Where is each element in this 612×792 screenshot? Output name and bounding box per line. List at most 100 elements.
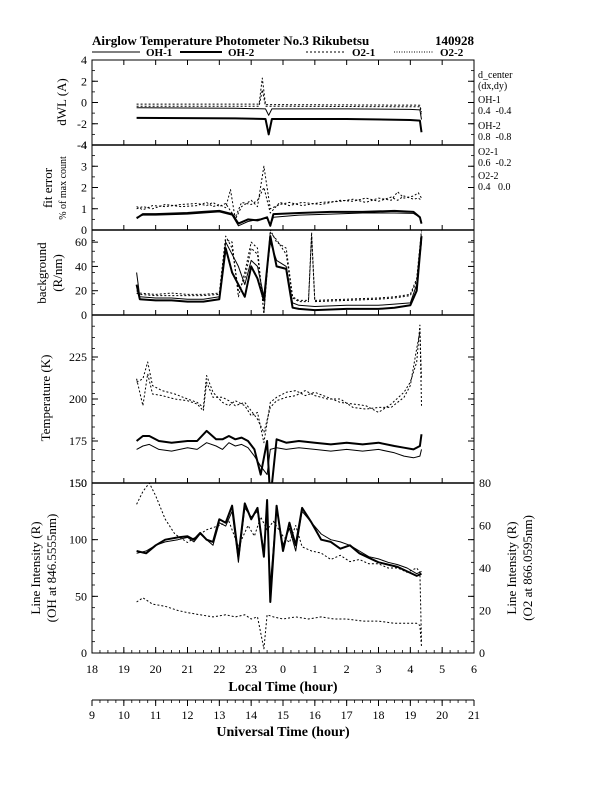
dcenter-value-o22: 0.4 0.0 (478, 182, 511, 193)
xtick-label-local: 6 (471, 662, 477, 676)
chart-date: 140928 (435, 33, 475, 48)
fit-series-o22 (136, 187, 422, 218)
intensity-ytick-label-right: 80 (479, 476, 491, 490)
xtick-label-ut: 16 (309, 708, 321, 722)
legend-label-o21: O2-1 (352, 47, 375, 59)
xtick-label-ut: 21 (468, 708, 480, 722)
dwl-ytick-label: -2 (77, 117, 87, 131)
xtick-label-ut: 18 (373, 708, 385, 722)
xtick-label-local: 1 (312, 662, 318, 676)
xtick-label-local: 23 (245, 662, 257, 676)
temp-ytick-label: 200 (69, 392, 87, 406)
dcenter-name-o22: O2-2 (478, 171, 499, 182)
bg-series-oh1 (136, 241, 422, 307)
dcenter-name-oh1: OH-1 (478, 95, 501, 106)
panel-line-intensity: 0 50 100 150 0 20 40 60 80 (69, 476, 491, 660)
ylabel-right-1: Line Intensity (R) (504, 521, 519, 614)
panel-fit-error: 0 1 2 3 4 (81, 138, 474, 237)
dwl-series-oh1 (136, 107, 422, 120)
xtick-label-ut: 19 (404, 708, 416, 722)
intensity-ytick-label-right: 60 (479, 519, 491, 533)
xtick-label-ut: 13 (213, 708, 225, 722)
panel-dwl: -4 -2 0 2 4 (77, 53, 474, 152)
xtick-label-ut: 9 (89, 708, 95, 722)
dwl-ytick-label: -4 (77, 138, 87, 152)
xtick-label-ut: 17 (341, 708, 353, 722)
ylabel-intensity-1: Line Intensity (R) (28, 521, 43, 614)
dcenter-value-o21: 0.6 -0.2 (478, 158, 511, 169)
temp-series-oh1 (136, 442, 422, 476)
xtick-label-local: 2 (344, 662, 350, 676)
xtick-label-ut: 12 (182, 708, 194, 722)
intensity-ytick-label: 0 (81, 646, 87, 660)
dcenter-value-oh1: 0.4 -0.4 (478, 106, 511, 117)
dwl-ytick-label: 4 (81, 53, 87, 67)
legend-label-oh1: OH-1 (146, 47, 172, 59)
ylabel-intensity-2: (OH at 846.5555nm) (44, 514, 59, 623)
dcenter-name-oh2: OH-2 (478, 121, 501, 132)
bg-ytick-label: 0 (81, 308, 87, 322)
temp-ytick-label: 175 (69, 434, 87, 448)
intensity-series-o21 (136, 483, 422, 643)
temp-ytick-label: 225 (69, 350, 87, 364)
ylabel-temp: Temperature (K) (38, 355, 53, 442)
xtick-label-local: 4 (407, 662, 413, 676)
x-axis-ut: 9 10 11 12 13 14 15 16 17 18 19 20 21 (89, 700, 480, 722)
xlabel-ut: Universal Time (hour) (216, 725, 350, 740)
xtick-label-local: 3 (376, 662, 382, 676)
xtick-label-local: 18 (86, 662, 98, 676)
xtick-label-local: 19 (118, 662, 130, 676)
fit-ytick-label: 4 (81, 138, 87, 152)
bg-series-oh2 (135, 235, 423, 312)
xtick-label-ut: 14 (245, 708, 257, 722)
xtick-label-local: 21 (182, 662, 194, 676)
intensity-series-o22 (136, 597, 422, 650)
panel-temperature: 150 175 200 225 (69, 314, 474, 490)
fit-series-o21 (136, 165, 422, 220)
ylabel-dwl: dWL (A) (54, 78, 69, 126)
bg-ytick-label: 60 (75, 235, 87, 249)
intensity-ytick-label: 50 (75, 589, 87, 603)
xtick-label-local: 5 (439, 662, 445, 676)
temp-series-o22 (136, 331, 422, 434)
xtick-label-local: 20 (150, 662, 162, 676)
dwl-ytick-label: 2 (81, 74, 87, 88)
ylabel-fit-1: fit error (40, 167, 55, 208)
intensity-ytick-label-right: 0 (479, 646, 485, 660)
temp-series-o21 (136, 324, 422, 444)
intensity-series-oh2 (136, 499, 422, 603)
dcenter-annotation: d_center (dx,dy) OH-1 0.4 -0.4 OH-2 0.8 … (478, 70, 513, 193)
legend-label-oh2: OH-2 (228, 47, 255, 59)
bg-ytick-label: 40 (75, 259, 87, 273)
ylabel-bg-2: (R/nm) (50, 254, 65, 292)
fit-ytick-label: 3 (81, 159, 87, 173)
ylabel-bg-1: background (34, 242, 49, 304)
dcenter-name-o21: O2-1 (478, 147, 499, 158)
dwl-series-o22 (136, 89, 422, 117)
ylabel-right-2: (O2 at 866.0595nm) (520, 515, 535, 621)
fit-ytick-label: 2 (81, 181, 87, 195)
fit-ytick-label: 0 (81, 223, 87, 237)
temp-series-oh2 (135, 429, 423, 483)
xtick-label-ut: 20 (436, 708, 448, 722)
intensity-ytick-label: 150 (69, 476, 87, 490)
xtick-label-ut: 10 (118, 708, 130, 722)
legend-label-o22: O2-2 (440, 47, 464, 59)
intensity-ytick-label-right: 20 (479, 604, 491, 618)
xtick-label-ut: 11 (150, 708, 162, 722)
intensity-ytick-label: 100 (69, 533, 87, 547)
xtick-label-ut: 15 (277, 708, 289, 722)
bg-ytick-label: 20 (75, 284, 87, 298)
dcenter-header-1: d_center (478, 70, 513, 81)
dwl-series-oh2 (136, 116, 423, 136)
dcenter-value-oh2: 0.8 -0.8 (478, 132, 511, 143)
temp-ytick-label: 150 (69, 476, 87, 490)
fit-ytick-label: 1 (81, 202, 87, 216)
intensity-ytick-label-right: 40 (479, 561, 491, 575)
ylabel-fit-2: % of max count (58, 156, 69, 220)
dcenter-header-2: (dx,dy) (478, 81, 507, 92)
dwl-ytick-label: 0 (81, 96, 87, 110)
xlabel-local: Local Time (hour) (228, 680, 337, 695)
chart-title: Airglow Temperature Photometer No.3 Riku… (92, 33, 369, 48)
